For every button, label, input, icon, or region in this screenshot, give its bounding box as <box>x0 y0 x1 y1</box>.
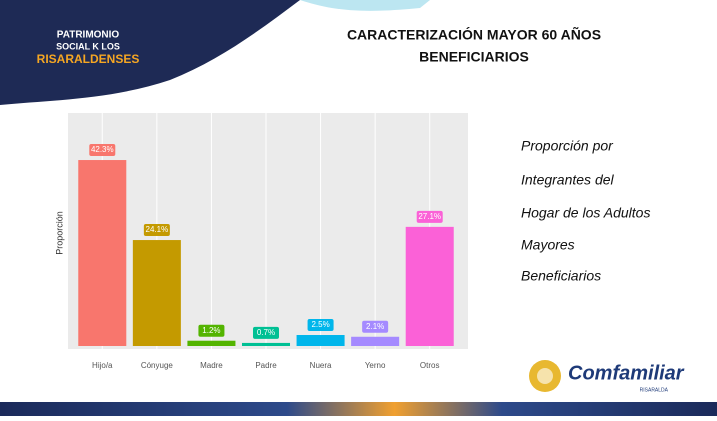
x-tick-label: Yerno <box>365 361 386 370</box>
bar <box>187 340 236 346</box>
value-label-box <box>307 319 334 332</box>
bar <box>132 240 181 346</box>
x-tick-label: Padre <box>255 361 277 370</box>
value-label: 2.1% <box>366 322 384 331</box>
x-tick-label: Nuera <box>310 361 332 370</box>
brand-icon <box>537 368 553 384</box>
logo-text: SOCIAL K LOS <box>56 41 120 51</box>
side-text: Hogar de los Adultos <box>521 205 650 221</box>
header-accent <box>300 0 430 11</box>
side-text: Beneficiarios <box>521 268 601 284</box>
value-label: 27.1% <box>418 212 441 221</box>
x-tick-label: Hijo/a <box>92 361 113 370</box>
value-label: 42.3% <box>91 145 114 154</box>
value-label-box <box>89 144 116 157</box>
slide-title: BENEFICIARIOS <box>419 49 529 65</box>
footer-strip <box>0 402 717 416</box>
logo-text: PATRIMONIO <box>57 30 120 41</box>
value-label: 2.5% <box>311 320 329 329</box>
value-label: 0.7% <box>257 328 275 337</box>
y-axis-label: Proporción <box>54 211 64 255</box>
bar <box>405 226 454 346</box>
value-label-box <box>253 326 279 339</box>
bar <box>296 335 345 346</box>
value-label-box <box>198 324 225 337</box>
value-label-box <box>416 210 443 223</box>
bar <box>241 342 291 346</box>
side-text: Mayores <box>521 237 575 253</box>
value-label: 1.2% <box>202 326 220 335</box>
logo-text: RISARALDENSES <box>37 52 140 66</box>
side-text: Proporción por <box>521 138 614 154</box>
value-label: 24.1% <box>146 225 169 234</box>
value-label-box <box>143 224 170 237</box>
bar <box>351 336 400 346</box>
brand-sub: RISARALDA <box>640 387 669 393</box>
side-text: Integrantes del <box>521 172 615 188</box>
x-tick-label: Otros <box>420 361 440 370</box>
bar <box>78 160 127 346</box>
value-label-box <box>362 320 389 333</box>
x-tick-label: Cónyuge <box>141 361 174 370</box>
brand-name: Comfamiliar <box>568 362 685 384</box>
header-shape <box>0 0 300 105</box>
slide-title: CARACTERIZACIÓN MAYOR 60 AÑOS <box>347 26 601 43</box>
x-tick-label: Madre <box>200 361 223 370</box>
